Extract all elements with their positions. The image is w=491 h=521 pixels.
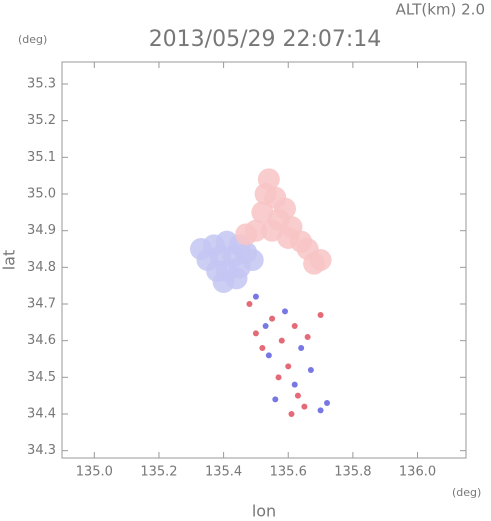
y-tick-label: 34.6 <box>27 333 56 348</box>
y-tick-label: 34.8 <box>27 260 56 275</box>
y-tick-label: 34.4 <box>27 407 56 422</box>
x-tick-label: 135.6 <box>270 465 307 480</box>
data-point <box>206 260 229 282</box>
y-tick-label: 34.3 <box>27 443 56 458</box>
y-tick-label: 35.3 <box>27 77 56 92</box>
data-point <box>259 345 266 351</box>
y-unit: (deg) <box>18 33 47 46</box>
x-tick-label: 135.0 <box>76 465 113 480</box>
data-point <box>317 407 324 414</box>
data-point <box>262 323 269 329</box>
data-point <box>252 293 259 300</box>
data-point <box>265 352 272 359</box>
chart-title: 2013/05/29 22:07:14 <box>149 27 382 52</box>
plot-frame <box>61 61 467 459</box>
data-point <box>298 345 305 351</box>
y-tick-label: 34.5 <box>27 370 56 385</box>
data-point <box>304 334 311 340</box>
x-tick-label: 135.8 <box>334 465 371 480</box>
data-point <box>317 312 324 318</box>
x-axis-label: lon <box>252 502 276 521</box>
y-tick-label: 34.7 <box>27 297 56 312</box>
data-point <box>278 337 285 344</box>
y-tick-label: 34.9 <box>27 223 56 238</box>
data-point <box>252 330 259 337</box>
x-unit: (deg) <box>452 486 481 499</box>
altitude-label: ALT(km) 2.0 <box>396 1 485 19</box>
data-point <box>307 367 314 373</box>
data-point <box>291 323 298 329</box>
y-tick-label: 35.0 <box>27 187 56 202</box>
data-point <box>288 411 295 417</box>
y-tick-label: 35.2 <box>27 113 56 128</box>
data-point <box>291 381 298 388</box>
data-point <box>275 374 282 381</box>
data-point <box>282 308 289 315</box>
data-point <box>269 315 276 322</box>
x-tick-label: 136.0 <box>399 465 436 480</box>
data-point <box>285 363 292 370</box>
data-point <box>225 267 248 290</box>
data-point <box>272 396 279 403</box>
y-axis-label: lat <box>0 250 19 271</box>
data-point <box>241 249 264 271</box>
data-point <box>301 403 308 410</box>
data-point <box>294 392 301 399</box>
data-point <box>324 400 331 406</box>
y-tick-label: 35.1 <box>27 150 56 165</box>
data-point <box>244 219 267 242</box>
data-point <box>246 301 253 307</box>
x-tick-label: 135.4 <box>205 465 242 480</box>
x-tick-label: 135.2 <box>140 465 177 480</box>
data-point <box>309 249 332 271</box>
